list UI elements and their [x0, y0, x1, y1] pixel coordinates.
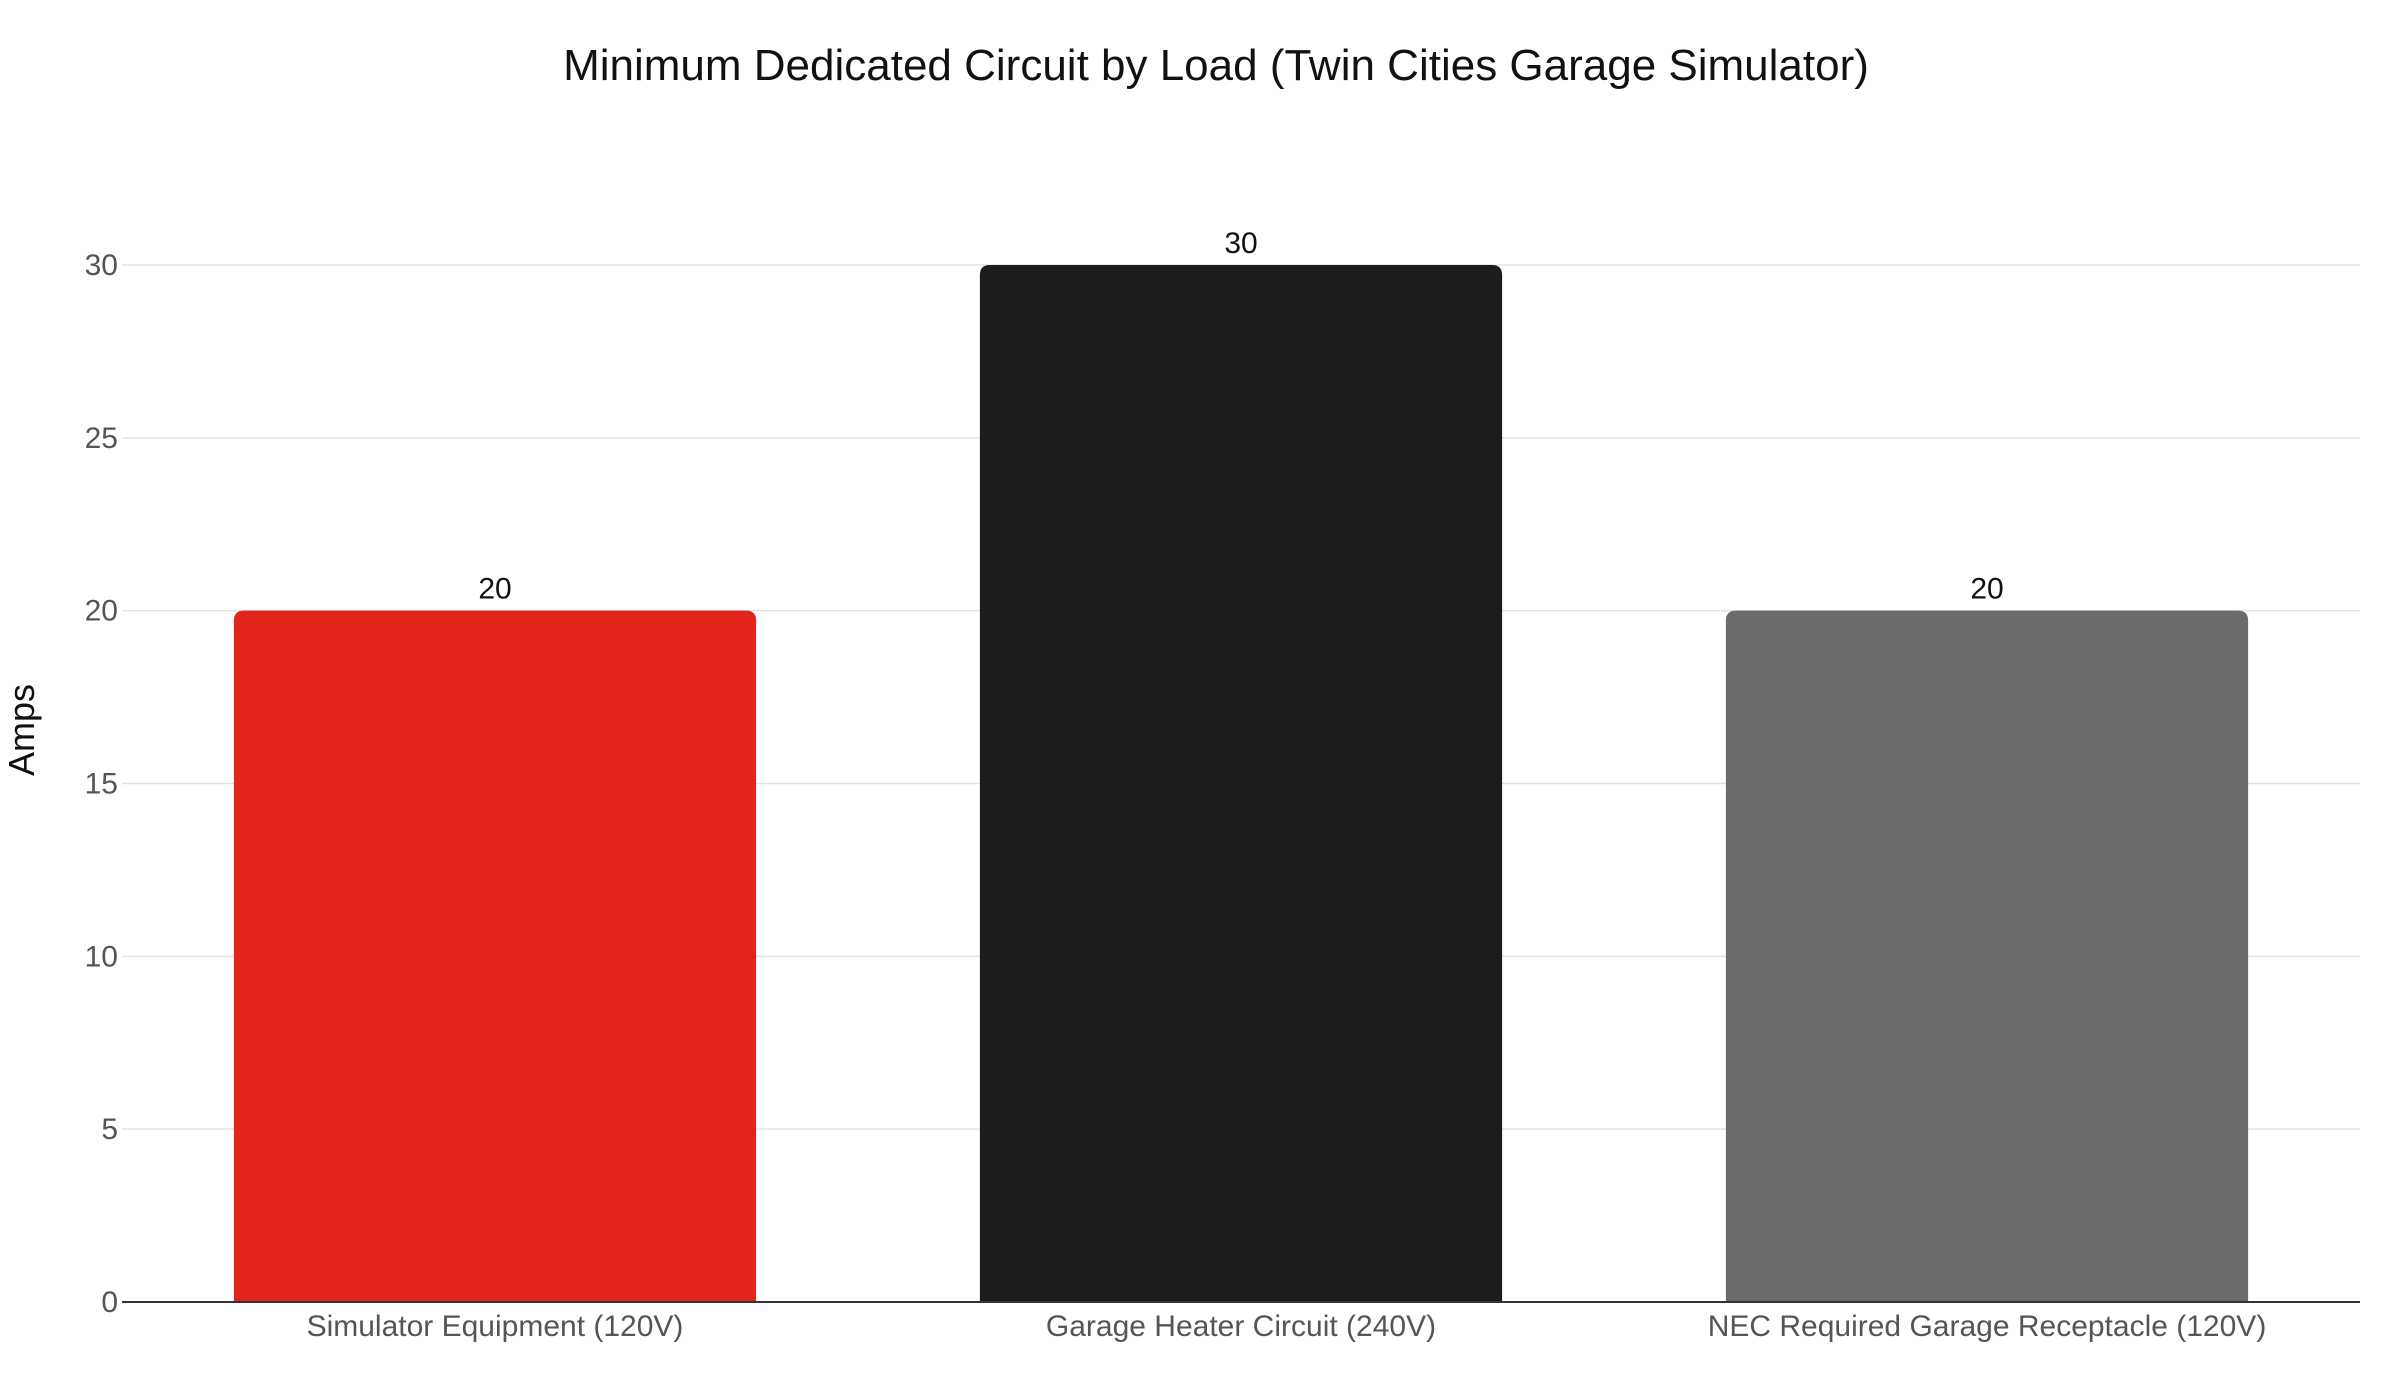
- y-tick-label: 15: [85, 768, 118, 801]
- value-labels: 20 30 20: [478, 227, 2003, 606]
- x-tick-label: NEC Required Garage Receptacle (120V): [1708, 1310, 2267, 1343]
- y-tick-label: 30: [85, 249, 118, 282]
- y-tick-label: 0: [101, 1286, 118, 1319]
- bar: [1725, 610, 2249, 1302]
- bar-value-label: 30: [1224, 227, 1257, 260]
- y-tick-label: 10: [85, 940, 118, 973]
- x-tick-label: Simulator Equipment (120V): [307, 1310, 684, 1343]
- y-axis-label: Amps: [1, 684, 42, 776]
- chart-title: Minimum Dedicated Circuit by Load (Twin …: [563, 41, 1869, 90]
- y-tick-label: 25: [85, 422, 118, 455]
- y-axis-ticks: 0 5 10 15 20 25 30: [85, 249, 118, 1319]
- x-axis-ticks: Simulator Equipment (120V) Garage Heater …: [307, 1310, 2267, 1343]
- y-tick-label: 20: [85, 595, 118, 628]
- bar: [233, 610, 757, 1302]
- bar-value-label: 20: [478, 573, 511, 606]
- x-tick-label: Garage Heater Circuit (240V): [1046, 1310, 1436, 1343]
- bars: [233, 265, 2249, 1302]
- bar: [979, 265, 1503, 1302]
- bar-value-label: 20: [1970, 573, 2003, 606]
- y-tick-label: 5: [101, 1113, 118, 1146]
